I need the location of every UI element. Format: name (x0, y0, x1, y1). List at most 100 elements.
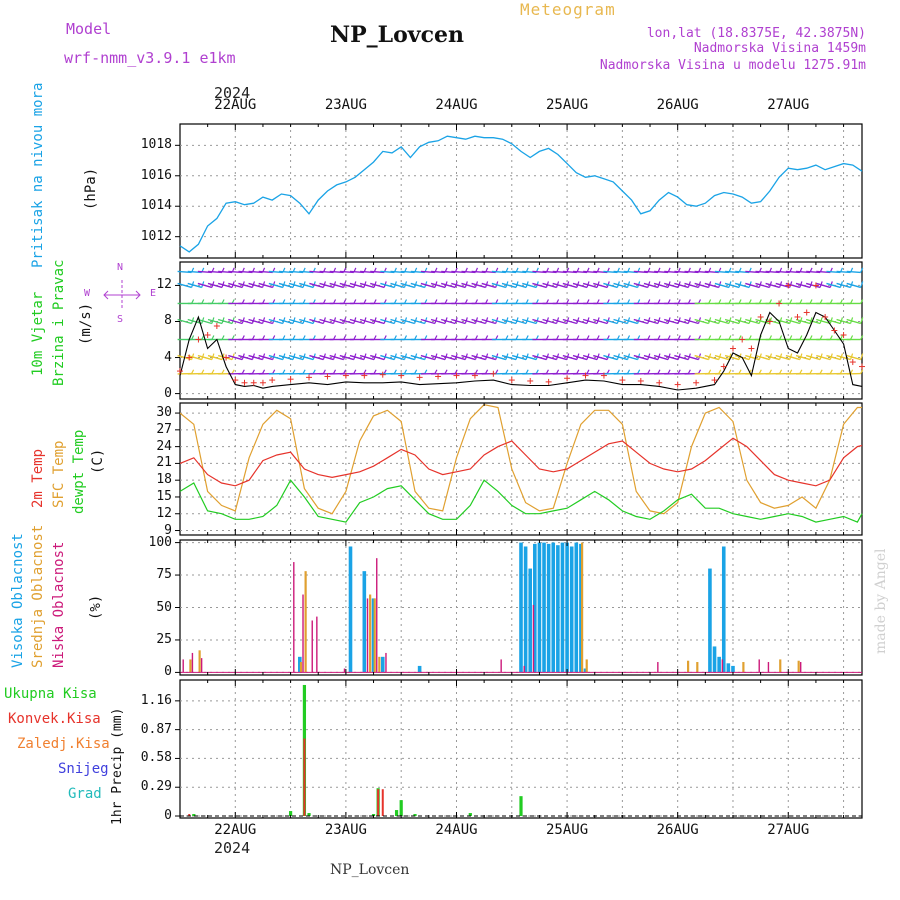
compass-n: N (117, 262, 124, 273)
wind-barb-flag (728, 369, 732, 374)
wind-barb (248, 282, 263, 289)
wind-barb (501, 318, 517, 325)
wind-barb (704, 354, 719, 361)
wind-barb (755, 318, 770, 325)
conv-precip-bar (303, 738, 306, 817)
wind-barb (339, 354, 355, 361)
wind-barb (410, 354, 425, 361)
wind-barb (542, 318, 557, 325)
wind-barb (765, 282, 780, 289)
wind-barb (633, 318, 649, 325)
high-cloud-bar (371, 598, 376, 673)
wind-barb (816, 318, 831, 325)
wind-barb (714, 354, 730, 361)
wind-barb (400, 354, 415, 361)
wind-barb (258, 282, 273, 289)
y-tick-label: 1018 (140, 137, 172, 153)
wind-barb-flag (576, 369, 580, 374)
wind-barb-flag (464, 369, 468, 374)
wind-barb (268, 318, 284, 325)
wind-barb (461, 270, 476, 274)
temp-unit: (C) (90, 448, 106, 474)
wind-barb (248, 270, 263, 274)
wind-barb (714, 270, 729, 274)
mid-cloud-bar (369, 594, 372, 673)
low-cloud-bar (799, 662, 802, 673)
wind-barb (481, 318, 496, 325)
wind-barb (228, 270, 243, 274)
date-label: 25AUG (546, 822, 589, 838)
wind-barb (248, 354, 263, 361)
wind-barb (248, 318, 263, 325)
wind-barb (542, 270, 557, 274)
lonlat-text: lon,lat (18.8375E, 42.3875N) (646, 26, 866, 41)
wind-barb (491, 354, 507, 361)
wind-barb (552, 282, 567, 289)
wind-barb (258, 318, 273, 325)
wind-barb (430, 318, 446, 325)
wind-barb-flag (758, 369, 762, 374)
wind-barb-flag (434, 369, 438, 374)
wind-barb (461, 354, 476, 361)
wind-barb (593, 354, 608, 361)
wind-barb-flag (860, 335, 864, 340)
precip-unit: 1hr Precip (mm) (110, 707, 125, 825)
low-cloud-bar (523, 665, 525, 673)
wind-barb (349, 318, 365, 325)
wind-barb-flag (201, 369, 205, 374)
wind-barb (694, 282, 709, 289)
wind-barb (826, 318, 841, 325)
high-cloud-bar (579, 543, 583, 673)
wind-barb (714, 318, 730, 325)
wind-barb-flag (566, 369, 570, 374)
wind-barb (207, 282, 223, 289)
wind-barb (724, 318, 740, 325)
wind-barb (805, 318, 821, 325)
y-tick-label: 0.29 (140, 779, 172, 795)
low-cloud-bar (532, 604, 535, 673)
wind-barb-flag (485, 369, 489, 374)
wind-barb-flag (343, 369, 347, 374)
wind-barb (501, 354, 517, 361)
wind-barb-flag (718, 369, 722, 374)
mid-cloud-bar (696, 662, 699, 673)
cloud-unit: (%) (88, 594, 104, 620)
wind-barb (826, 354, 841, 361)
wind-barb (207, 318, 223, 325)
panel-frame (179, 261, 863, 400)
precip-total-label: Ukupna Kisa (4, 686, 97, 702)
mid-cloud-bar (198, 650, 201, 673)
wind-barb-flag (708, 369, 712, 374)
wind-barb-flag (738, 369, 742, 374)
wind-barb (633, 270, 648, 274)
wind-barb (451, 270, 466, 274)
wind-barb (623, 282, 638, 289)
high-cloud-bar (565, 542, 569, 673)
wind-barb (805, 354, 821, 361)
precip-conv-label: Konvek.Kisa (8, 711, 101, 727)
wind-barb (613, 282, 628, 289)
y-tick-label: 0.87 (140, 721, 172, 737)
y-tick-label: 15 (156, 488, 172, 504)
wind-barb (684, 282, 699, 289)
wind-barb (278, 270, 294, 274)
wind-barb-flag (809, 369, 813, 374)
wind-barb-flag (333, 369, 337, 374)
wind-barb (511, 282, 527, 289)
conv-precip-bar (381, 789, 384, 817)
low-cloud-bar (767, 662, 770, 673)
wind-barb (461, 318, 476, 325)
wind-barb (562, 270, 577, 274)
wind-barb (349, 354, 365, 361)
high-cloud-bar (519, 542, 523, 673)
year-top: 2024 (214, 84, 251, 102)
wind-barb (694, 354, 709, 361)
wind-barb (816, 282, 831, 289)
high-cloud-bar (528, 568, 533, 673)
wind-barb (491, 318, 507, 325)
wind-barb (522, 318, 537, 325)
wind-barb-flag (424, 369, 428, 374)
wind-barb-flag (312, 369, 316, 374)
panel-frame (179, 402, 863, 536)
wind-barb (562, 282, 578, 289)
